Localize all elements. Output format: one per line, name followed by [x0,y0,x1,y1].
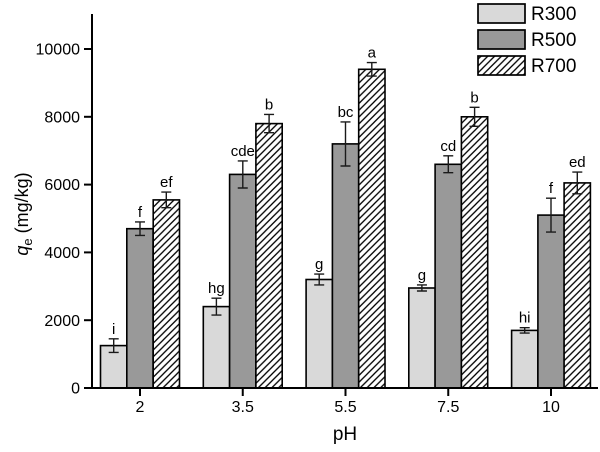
y-axis-title: qe (mg/kg) [12,172,35,255]
error-bar-R700-pH7.5 [469,106,480,127]
error-bar-R700-pH5.5 [366,61,377,77]
y-tick-label-2000: 2000 [44,313,80,330]
sig-letter-R500-pH2: f [138,204,143,221]
y-tick-label-10000: 10000 [36,42,81,59]
legend-label-R700: R700 [531,56,576,77]
bar-R700-pH5.5 [357,68,386,389]
bar-R700-pH2 [152,199,181,389]
y-tick-label-4000: 4000 [44,245,80,262]
x-tick-label-2: 2 [136,399,145,416]
x-tick-label-5.5: 5.5 [334,399,356,416]
error-bar-R300-pH2 [108,338,119,354]
error-bar-R300-pH5.5 [314,273,325,286]
y-tick-label-8000: 8000 [44,109,80,126]
legend-swatch-R500 [477,29,526,50]
sig-letter-R500-pH3.5: cde [231,143,255,160]
sig-letter-R700-pH5.5: a [368,45,377,62]
sig-letter-R700-pH3.5: b [265,96,273,113]
y-axis-variable: q [12,246,32,256]
x-tick-label-10: 10 [542,399,560,416]
bar-R700-pH7.5 [460,116,489,389]
x-tick-label-3.5: 3.5 [232,399,254,416]
sig-letter-R700-pH10: ed [569,154,586,171]
sig-letter-R300-pH3.5: hg [208,280,225,297]
bar-R700-pH10 [563,182,592,389]
legend-swatch-R700 [477,55,526,76]
error-bar-R300-pH3.5 [211,297,222,316]
y-tick-label-0: 0 [71,381,80,398]
error-bar-R300-pH10 [519,327,530,334]
bar-R500-pH10 [537,214,566,389]
error-bar-R500-pH10 [546,197,556,233]
sig-letter-R700-pH2: ef [160,174,173,191]
error-bar-R700-pH3.5 [264,113,275,134]
sig-letter-R300-pH10: hi [519,310,531,327]
y-axis-subscript: e [20,238,35,245]
bar-R500-pH7.5 [434,163,463,389]
bar-R300-pH7.5 [407,287,436,389]
axes-layer: 0 2000 4000 6000 8000 10000 2 3.5 5.5 7.5 10 [36,14,598,416]
sig-letter-R500-pH5.5: bc [338,104,354,121]
sig-letter-R300-pH5.5: g [315,256,323,273]
bar-R300-pH5.5 [305,278,334,389]
bar-R700-pH3.5 [255,122,283,389]
bar-R500-pH2 [126,227,154,389]
sig-letter-R700-pH7.5: b [470,89,478,106]
bar-R500-pH5.5 [331,143,360,389]
sig-letter-R500-pH7.5: cd [440,138,456,155]
error-bar-R500-pH2 [135,221,145,237]
legend: R300 R500 R700 [477,3,576,77]
sig-letter-R500-pH10: f [549,180,554,197]
x-axis-title: pH [333,424,357,445]
error-bar-R500-pH5.5 [340,121,351,167]
legend-label-R300: R300 [531,4,576,25]
y-axis-units: (mg/kg) [12,172,32,233]
x-tick-label-7.5: 7.5 [437,399,459,416]
error-bar-R500-pH7.5 [443,155,454,174]
bar-R500-pH3.5 [228,173,257,389]
error-bar-R300-pH7.5 [416,284,427,292]
bar-R300-pH10 [510,329,539,389]
legend-label-R500: R500 [531,30,576,51]
legend-swatch-R300 [477,3,526,24]
svg-text:qe(mg/kg): qe (mg/kg) [12,172,35,255]
bar-R300-pH3.5 [202,305,231,389]
error-bar-R700-pH10 [572,171,583,195]
y-tick-label-6000: 6000 [44,177,80,194]
error-bar-R500-pH3.5 [237,160,248,189]
sig-letter-R300-pH7.5: g [418,267,426,284]
error-bar-R700-pH2 [161,191,172,209]
sig-letter-R300-pH2: i [112,321,115,338]
